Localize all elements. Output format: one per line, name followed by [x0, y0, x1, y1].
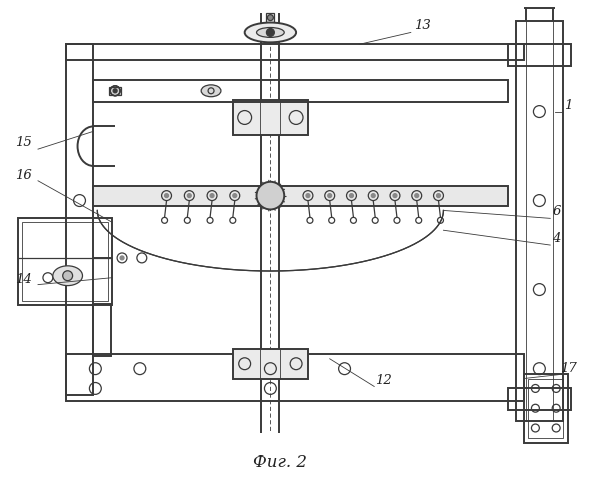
- Circle shape: [233, 194, 237, 198]
- Bar: [529, 378, 563, 438]
- Text: 15: 15: [15, 136, 32, 149]
- Circle shape: [267, 14, 273, 20]
- Text: 14: 14: [15, 272, 32, 285]
- Bar: [266, 12, 274, 32]
- Text: 6: 6: [552, 206, 561, 218]
- Circle shape: [210, 194, 214, 198]
- Circle shape: [415, 194, 419, 198]
- Text: 12: 12: [375, 374, 392, 386]
- Bar: [508, 44, 571, 66]
- Bar: [233, 100, 308, 136]
- Circle shape: [120, 256, 124, 260]
- Circle shape: [306, 194, 310, 198]
- Bar: [93, 80, 508, 102]
- Circle shape: [266, 28, 274, 36]
- Bar: [66, 44, 524, 60]
- Bar: [516, 20, 563, 421]
- Bar: [93, 186, 508, 206]
- Circle shape: [113, 89, 117, 93]
- Circle shape: [437, 194, 440, 198]
- Circle shape: [164, 194, 169, 198]
- Text: 13: 13: [414, 20, 431, 32]
- Circle shape: [256, 182, 284, 210]
- Bar: [93, 304, 111, 356]
- Circle shape: [188, 194, 191, 198]
- Ellipse shape: [245, 22, 296, 42]
- Bar: [22, 222, 108, 302]
- Text: 4: 4: [552, 232, 561, 245]
- Text: 1: 1: [564, 98, 572, 112]
- Bar: [18, 218, 112, 306]
- Bar: [508, 388, 571, 410]
- Circle shape: [393, 194, 397, 198]
- Text: Фиг. 2: Фиг. 2: [253, 454, 308, 471]
- Ellipse shape: [201, 85, 221, 96]
- Bar: [524, 374, 568, 443]
- Bar: [233, 349, 308, 378]
- Circle shape: [371, 194, 375, 198]
- Circle shape: [350, 194, 353, 198]
- Bar: [66, 44, 93, 396]
- Circle shape: [63, 271, 72, 280]
- Circle shape: [328, 194, 332, 198]
- Ellipse shape: [53, 266, 82, 285]
- Bar: [109, 87, 121, 94]
- Text: 17: 17: [560, 362, 577, 374]
- Text: 16: 16: [15, 169, 32, 182]
- Ellipse shape: [256, 28, 284, 38]
- Bar: [66, 354, 524, 402]
